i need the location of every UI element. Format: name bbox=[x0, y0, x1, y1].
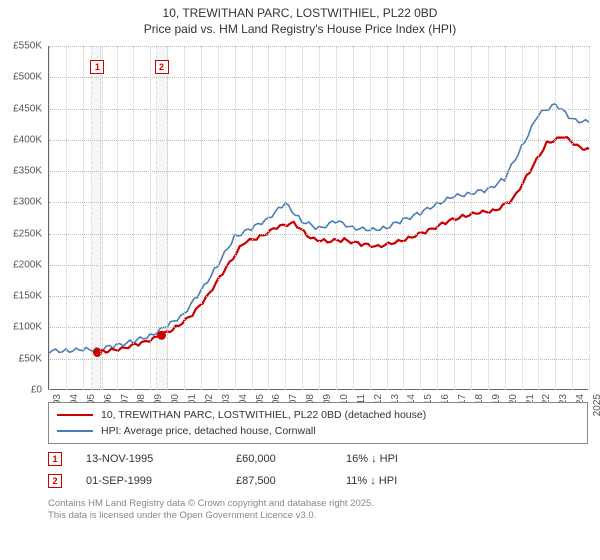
gridline-v bbox=[285, 46, 286, 390]
gridline-v bbox=[353, 46, 354, 390]
gridline-v bbox=[572, 46, 573, 390]
y-axis-label: £100K bbox=[13, 322, 42, 333]
gridline-v bbox=[117, 46, 118, 390]
gridline-v bbox=[471, 46, 472, 390]
gridline-v bbox=[538, 46, 539, 390]
legend-item-hpi: HPI: Average price, detached house, Corn… bbox=[57, 423, 579, 439]
gridline-v bbox=[488, 46, 489, 390]
gridline-v bbox=[522, 46, 523, 390]
sale-marker: 1 bbox=[90, 60, 104, 74]
gridline-v bbox=[268, 46, 269, 390]
gridline-v bbox=[302, 46, 303, 390]
sale-row-price: £87,500 bbox=[236, 475, 346, 487]
sale-row-marker: 1 bbox=[48, 452, 62, 466]
legend-label-property: 10, TREWITHAN PARC, LOSTWITHIEL, PL22 0B… bbox=[101, 409, 426, 421]
y-axis-label: £50K bbox=[19, 353, 42, 364]
gridline-v bbox=[49, 46, 50, 390]
gridline-v bbox=[387, 46, 388, 390]
sale-rows: 1 13-NOV-1995£60,00016% ↓ HPI 2 01-SEP-1999… bbox=[48, 448, 588, 492]
chart-container: 10, TREWITHAN PARC, LOSTWITHIEL, PL22 0B… bbox=[0, 0, 600, 560]
sale-row-pct: 11% ↓ HPI bbox=[346, 475, 466, 487]
sale-row: 1 13-NOV-1995£60,00016% ↓ HPI bbox=[48, 448, 588, 470]
legend: 10, TREWITHAN PARC, LOSTWITHIEL, PL22 0B… bbox=[48, 402, 588, 444]
title-line-1: 10, TREWITHAN PARC, LOSTWITHIEL, PL22 0B… bbox=[0, 6, 600, 22]
gridline-v bbox=[252, 46, 253, 390]
gridline-v bbox=[370, 46, 371, 390]
gridline-v bbox=[589, 46, 590, 390]
sale-row-pct: 16% ↓ HPI bbox=[346, 453, 466, 465]
gridline-v bbox=[100, 46, 101, 390]
sale-marker: 2 bbox=[155, 60, 169, 74]
gridline-v bbox=[201, 46, 202, 390]
legend-label-hpi: HPI: Average price, detached house, Corn… bbox=[101, 425, 316, 437]
x-axis-label: 2025 bbox=[592, 394, 600, 416]
sale-row-marker: 2 bbox=[48, 474, 62, 488]
y-axis-label: £250K bbox=[13, 228, 42, 239]
gridline-v bbox=[167, 46, 168, 390]
y-axis-label: £550K bbox=[13, 41, 42, 52]
gridline-v bbox=[150, 46, 151, 390]
legend-swatch-property bbox=[57, 414, 93, 416]
gridline-v bbox=[420, 46, 421, 390]
legend-item-property: 10, TREWITHAN PARC, LOSTWITHIEL, PL22 0B… bbox=[57, 407, 579, 423]
gridline-v bbox=[133, 46, 134, 390]
attribution-line-2: This data is licensed under the Open Gov… bbox=[48, 510, 374, 522]
sale-row: 2 01-SEP-1999£87,50011% ↓ HPI bbox=[48, 470, 588, 492]
gridline-v bbox=[319, 46, 320, 390]
y-axis-label: £450K bbox=[13, 103, 42, 114]
legend-swatch-hpi bbox=[57, 430, 93, 432]
sale-row-date: 13-NOV-1995 bbox=[86, 453, 236, 465]
gridline-v bbox=[66, 46, 67, 390]
title-block: 10, TREWITHAN PARC, LOSTWITHIEL, PL22 0B… bbox=[0, 0, 600, 41]
sale-row-date: 01-SEP-1999 bbox=[86, 475, 236, 487]
y-axis-label: £400K bbox=[13, 134, 42, 145]
gridline-v bbox=[555, 46, 556, 390]
gridline-v bbox=[437, 46, 438, 390]
y-axis-label: £350K bbox=[13, 166, 42, 177]
y-axis-label: £0 bbox=[31, 385, 42, 396]
y-axis-label: £200K bbox=[13, 259, 42, 270]
gridline-v bbox=[336, 46, 337, 390]
y-axis-label: £150K bbox=[13, 291, 42, 302]
gridline-v bbox=[235, 46, 236, 390]
gridline-v bbox=[454, 46, 455, 390]
gridline-v bbox=[83, 46, 84, 390]
attribution-line-1: Contains HM Land Registry data © Crown c… bbox=[48, 498, 374, 510]
y-axis-label: £300K bbox=[13, 197, 42, 208]
sale-dot bbox=[158, 331, 166, 339]
gridline-v bbox=[184, 46, 185, 390]
plot-region: 12 bbox=[48, 46, 588, 390]
chart-area: 12 £0£50K£100K£150K£200K£250K£300K£350K£… bbox=[48, 46, 588, 390]
title-line-2: Price paid vs. HM Land Registry's House … bbox=[0, 22, 600, 38]
gridline-v bbox=[218, 46, 219, 390]
y-axis-label: £500K bbox=[13, 72, 42, 83]
attribution: Contains HM Land Registry data © Crown c… bbox=[48, 498, 374, 523]
gridline-v bbox=[505, 46, 506, 390]
gridline-v bbox=[403, 46, 404, 390]
sale-row-price: £60,000 bbox=[236, 453, 346, 465]
